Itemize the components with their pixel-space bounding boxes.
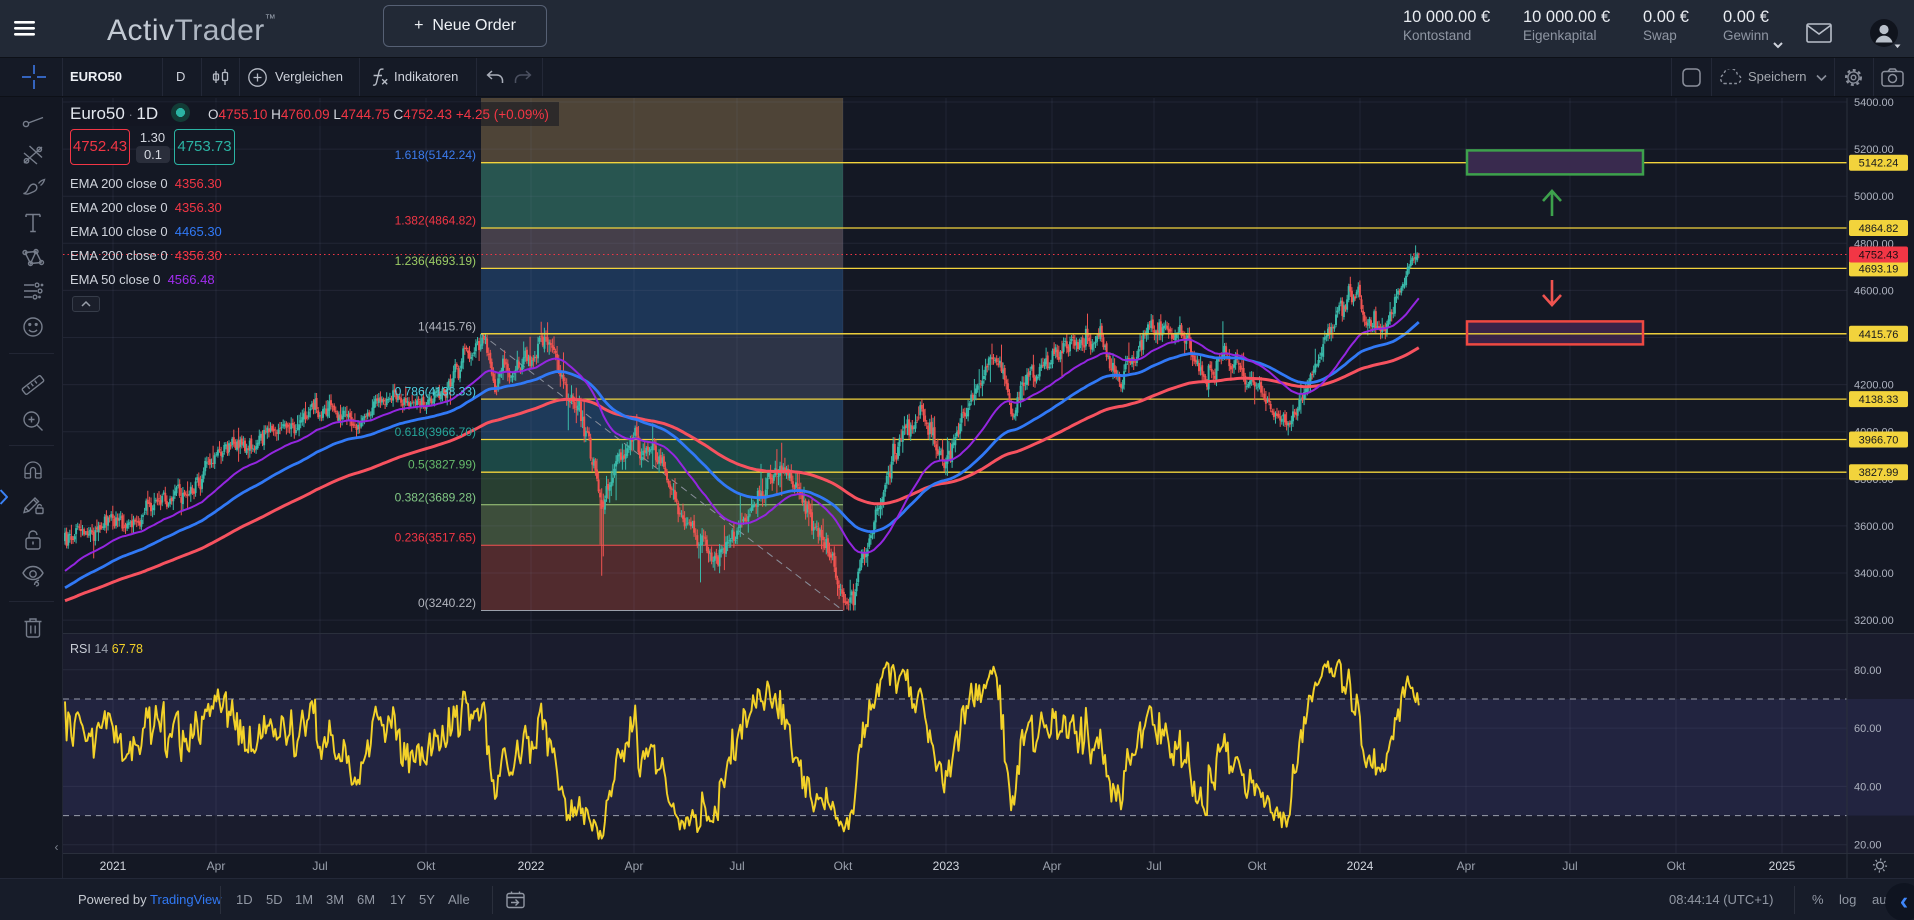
svg-text:3966.70: 3966.70 [1859,435,1899,447]
svg-text:5142.24: 5142.24 [1859,158,1899,170]
svg-text:0.786(4138.33): 0.786(4138.33) [395,385,476,399]
svg-text:3400.00: 3400.00 [1854,568,1894,580]
svg-text:4200.00: 4200.00 [1854,380,1894,392]
svg-text:Okt: Okt [1248,859,1267,873]
svg-text:Apr: Apr [207,859,226,873]
svg-text:0.382(3689.28): 0.382(3689.28) [395,490,476,504]
svg-text:2021: 2021 [100,859,127,873]
svg-text:Jul: Jul [729,859,744,873]
svg-text:Okt: Okt [1667,859,1686,873]
svg-text:4864.82: 4864.82 [1859,223,1899,235]
svg-text:4693.19: 4693.19 [1859,263,1899,275]
svg-text:Okt: Okt [834,859,853,873]
svg-text:80.00: 80.00 [1854,665,1882,677]
svg-text:1(4415.76): 1(4415.76) [418,319,476,333]
svg-text:Jul: Jul [1146,859,1161,873]
svg-text:5200.00: 5200.00 [1854,144,1894,156]
svg-text:60.00: 60.00 [1854,723,1882,735]
svg-text:0(3240.22): 0(3240.22) [418,596,476,610]
svg-text:40.00: 40.00 [1854,781,1882,793]
svg-text:1.382(4864.82): 1.382(4864.82) [395,214,476,228]
svg-text:5000.00: 5000.00 [1854,191,1894,203]
svg-text:2025: 2025 [1769,859,1796,873]
svg-text:Apr: Apr [625,859,644,873]
svg-text:1.236(4693.19): 1.236(4693.19) [395,254,476,268]
svg-text:2024: 2024 [1347,859,1374,873]
svg-text:3200.00: 3200.00 [1854,615,1894,627]
svg-text:Okt: Okt [417,859,436,873]
svg-text:Jul: Jul [1562,859,1577,873]
svg-text:4415.76: 4415.76 [1859,329,1899,341]
svg-text:3600.00: 3600.00 [1854,521,1894,533]
svg-text:4138.33: 4138.33 [1859,394,1899,406]
svg-text:Apr: Apr [1457,859,1476,873]
svg-text:4600.00: 4600.00 [1854,285,1894,297]
svg-text:20.00: 20.00 [1854,840,1882,852]
svg-text:0.236(3517.65): 0.236(3517.65) [395,531,476,545]
svg-text:3827.99: 3827.99 [1859,467,1899,479]
svg-text:RSI 14 67.78: RSI 14 67.78 [70,642,143,656]
svg-text:0.5(3827.99): 0.5(3827.99) [408,458,476,472]
svg-text:2022: 2022 [518,859,545,873]
svg-text:5400.00: 5400.00 [1854,98,1894,109]
svg-text:4752.43: 4752.43 [1859,250,1899,262]
svg-text:0.618(3966.70): 0.618(3966.70) [395,425,476,439]
svg-text:Jul: Jul [312,859,327,873]
svg-text:Apr: Apr [1043,859,1062,873]
svg-text:2023: 2023 [933,859,960,873]
svg-text:1.618(5142.24): 1.618(5142.24) [395,148,476,162]
